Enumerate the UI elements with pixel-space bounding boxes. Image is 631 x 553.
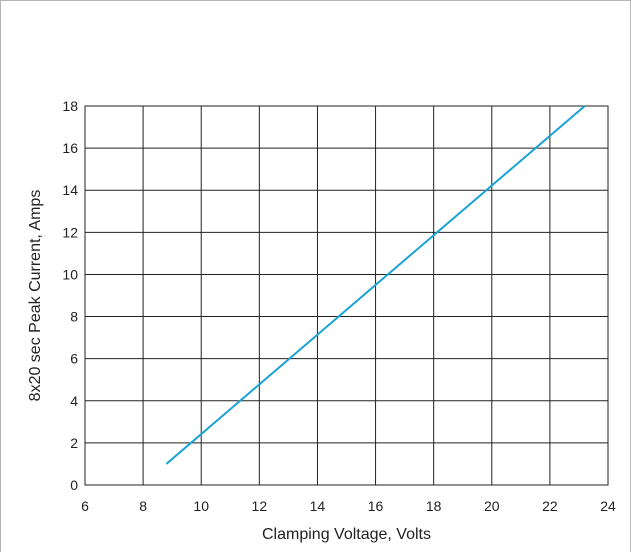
- y-tick-label: 18: [62, 98, 78, 114]
- x-tick-labels: 6 8 10 12 14 16 18 20 22 24: [81, 498, 616, 514]
- y-tick-label: 10: [62, 266, 78, 282]
- x-tick-label: 6: [81, 498, 89, 514]
- x-tick-label: 24: [600, 498, 616, 514]
- y-tick-label: 8: [70, 309, 78, 325]
- x-axis-title: Clamping Voltage, Volts: [262, 526, 431, 543]
- y-tick-label: 6: [70, 351, 78, 367]
- series-group: [165, 105, 586, 465]
- y-tick-label: 0: [70, 477, 78, 493]
- plot-area: [84, 105, 609, 486]
- x-tick-label: 12: [252, 498, 268, 514]
- y-tick-labels: 0 2 4 6 8 10 12 14 16 18: [62, 98, 78, 493]
- x-tick-label: 16: [368, 498, 384, 514]
- y-tick-label: 14: [62, 182, 78, 198]
- y-tick-label: 4: [70, 393, 78, 409]
- series-line-0: [165, 105, 586, 465]
- x-tick-label: 10: [193, 498, 209, 514]
- y-tick-label: 12: [62, 224, 78, 240]
- x-tick-label: 18: [426, 498, 442, 514]
- grid: [85, 106, 608, 485]
- x-tick-label: 8: [139, 498, 147, 514]
- x-tick-label: 20: [484, 498, 500, 514]
- y-axis-title: 8x20 sec Peak Current, Amps: [27, 190, 44, 402]
- y-tick-label: 2: [70, 435, 78, 451]
- x-tick-label: 22: [542, 498, 558, 514]
- x-tick-label: 14: [310, 498, 326, 514]
- y-tick-label: 16: [62, 140, 78, 156]
